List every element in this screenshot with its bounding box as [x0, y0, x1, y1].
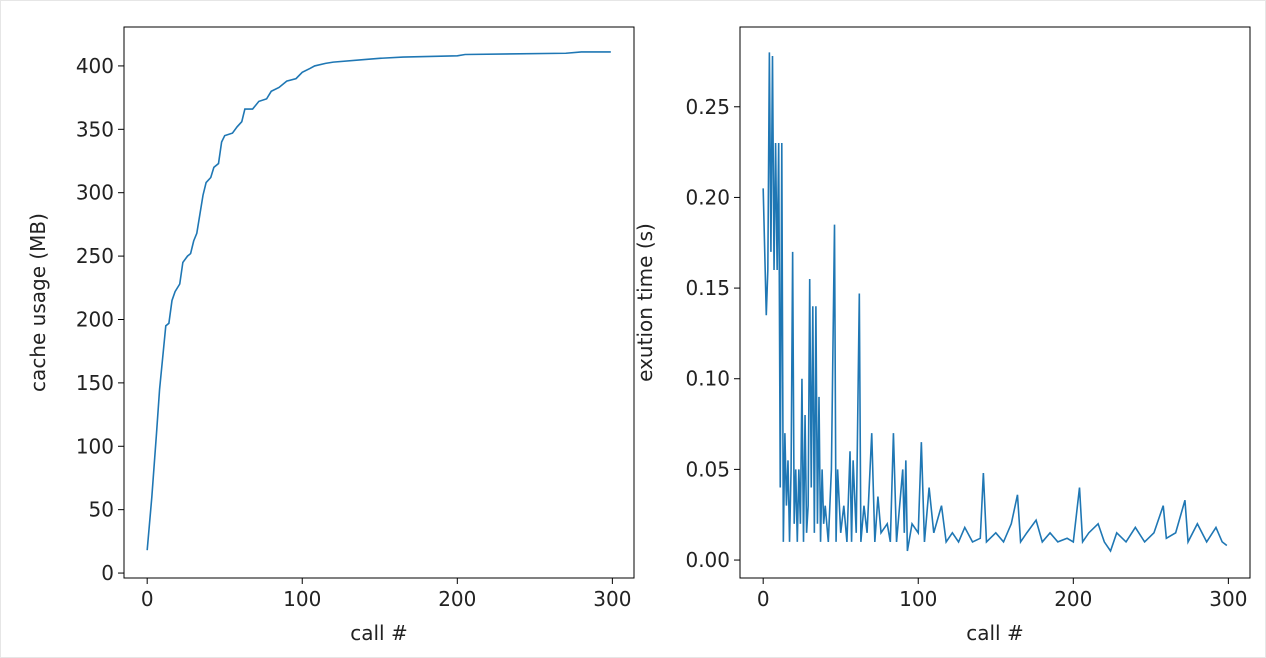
y-tick-label: 250	[76, 244, 114, 268]
x-tick-label: 100	[899, 587, 937, 611]
y-tick-label: 50	[89, 498, 114, 522]
y-tick-label: 0.10	[685, 367, 730, 391]
x-tick-label: 100	[283, 587, 321, 611]
y-tick-label: 150	[76, 371, 114, 395]
line	[762, 52, 1228, 553]
x-axis-label: call #	[966, 621, 1023, 645]
x-tick-label: 0	[141, 587, 154, 611]
plot-frame	[739, 26, 1251, 579]
y-tick-label: 0.15	[685, 276, 730, 300]
y-tick-label: 350	[76, 117, 114, 141]
line	[146, 51, 611, 551]
y-tick-label: 0.20	[685, 185, 730, 209]
x-axis-label: call #	[350, 621, 407, 645]
y-tick-label: 0.25	[685, 95, 730, 119]
plot-frame	[123, 26, 635, 579]
y-tick-label: 0.05	[685, 457, 730, 481]
y-tick-label: 400	[76, 54, 114, 78]
x-tick-label: 0	[757, 587, 770, 611]
y-tick-label: 300	[76, 181, 114, 205]
y-tick-label: 200	[76, 307, 114, 331]
y-tick-label: 100	[76, 434, 114, 458]
y-axis-label: exution time (s)	[633, 223, 657, 382]
x-tick-label: 300	[593, 587, 631, 611]
y-tick-label: 0.00	[685, 548, 730, 572]
x-tick-label: 200	[1054, 587, 1092, 611]
x-tick-label: 200	[438, 587, 476, 611]
y-axis-label: cache usage (MB)	[26, 213, 50, 392]
x-tick-label: 300	[1209, 587, 1247, 611]
y-tick-label: 0	[101, 561, 114, 585]
